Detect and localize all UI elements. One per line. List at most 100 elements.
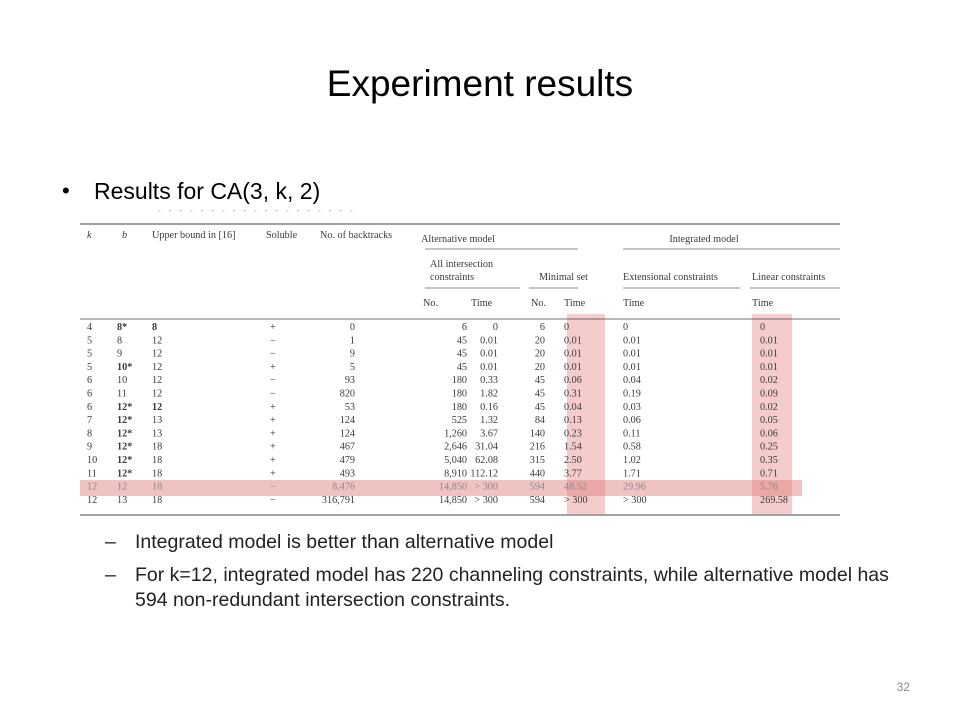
table-row: 8 12* 13 +124 1,260 3.67 140 0.23 0.11 0.06 <box>87 428 778 439</box>
table-cell: 18 <box>152 482 162 493</box>
table-cell: 0.09 <box>760 389 778 400</box>
table-cell: 0.01 <box>760 362 778 373</box>
table-cell: 45 <box>457 335 467 346</box>
table-row: 6 10 12 − 93 180 0.33 45 0.06 0.04 0.02 <box>87 375 778 386</box>
table-cell: 0 <box>350 322 355 333</box>
table-cell: 20 <box>535 335 545 346</box>
table-cell: + <box>270 468 276 479</box>
table-cell: 0.25 <box>760 442 778 453</box>
table-cell: 6 <box>87 402 92 413</box>
table-cell: 5 <box>87 349 92 360</box>
table-body: 4 8* 8 +0 6 0 6 0 0 05 8 12−1 45 0.01 20 0.01 0.01 0.015 9… <box>87 322 788 506</box>
table-cell: > 300 <box>623 495 647 506</box>
table-cell: 1.71 <box>623 468 641 479</box>
table-cell: 0.01 <box>564 349 582 360</box>
table-cell: 12* <box>117 455 132 466</box>
table-cell: 45 <box>535 389 545 400</box>
table-cell: 0.11 <box>623 428 640 439</box>
table-cell: 0.01 <box>480 349 498 360</box>
table-cell: − <box>270 482 276 493</box>
table-cell: 2,646 <box>444 442 467 453</box>
table-cell: 216 <box>530 442 545 453</box>
table-row: 6 12* 12 +53 180 0.16 45 0.04 0.03 0.02 <box>87 402 778 413</box>
table-cell: 48.52 <box>564 482 587 493</box>
table-cell: − <box>270 335 276 346</box>
table-cell: 9 <box>117 349 122 360</box>
main-bullet-text: Results for CA(3, k, 2) <box>94 178 321 204</box>
table-cell: 0.01 <box>564 335 582 346</box>
table-cell: 0.01 <box>480 335 498 346</box>
table-cell: 0.71 <box>760 468 778 479</box>
group-header-alternative: Alternative model <box>421 234 495 245</box>
column-header-k: k <box>87 230 92 241</box>
table-cell: 0.23 <box>564 428 582 439</box>
table-cell: 6 <box>540 322 545 333</box>
table-cell: 0.35 <box>760 455 778 466</box>
table-cell: 0 <box>564 322 569 333</box>
table-cell: 594 <box>530 482 545 493</box>
table-cell: 124 <box>340 415 355 426</box>
table-cell: 12* <box>117 442 132 453</box>
table-cell: 18 <box>152 495 162 506</box>
column-header-no: No. <box>423 298 438 309</box>
table-cell: 12 <box>152 362 162 373</box>
table-cell: 4 <box>87 322 92 333</box>
table-cell: 18 <box>152 468 162 479</box>
table-cell: 140 <box>530 428 545 439</box>
table-cell: 1.54 <box>564 442 582 453</box>
table-header: Alternative model Integrated model All int… <box>87 230 840 309</box>
table-cell: > 300 <box>564 495 588 506</box>
subheader-all-intersection: constraints <box>430 272 474 283</box>
table-cell: 18 <box>152 442 162 453</box>
table-cell: 0.01 <box>623 335 641 346</box>
table-cell: > 300 <box>474 495 498 506</box>
table-cell: 0.03 <box>623 402 641 413</box>
table-cell: 0.31 <box>564 389 582 400</box>
table-cell: 12* <box>117 415 132 426</box>
table-cell: 20 <box>535 362 545 373</box>
table-cell: 12 <box>87 482 97 493</box>
sub-bullet-text: Integrated model is better than alternat… <box>135 531 554 553</box>
highlight-row-k12 <box>80 480 802 496</box>
table-cell: 20 <box>535 349 545 360</box>
table-row: 4 8* 8 +0 6 0 6 0 0 0 <box>87 322 765 333</box>
table-cell: 2.50 <box>564 455 582 466</box>
table-cell: 8,910 <box>444 468 467 479</box>
table-cell: 8* <box>117 322 127 333</box>
table-cell: 18 <box>152 455 162 466</box>
table-row: 5 9 12 − 9 45 0.01 20 0.01 0.01 0.01 <box>87 349 778 360</box>
table-cell: 0.16 <box>480 402 498 413</box>
table-cell: 5.76 <box>760 482 778 493</box>
table-cell: 11 <box>87 468 97 479</box>
table-cell: 0.04 <box>564 402 582 413</box>
table-cell: + <box>270 402 276 413</box>
table-cell: + <box>270 415 276 426</box>
results-table-image: - - - - - - - - - - - - - - - - - - - Al… <box>80 208 840 522</box>
table-cell: 820 <box>340 389 355 400</box>
table-cell: 180 <box>452 389 467 400</box>
table-cell: 8 <box>117 335 122 346</box>
table-cell: 0.58 <box>623 442 641 453</box>
table-cell: 1.32 <box>480 415 498 426</box>
table-cell: 10 <box>117 375 127 386</box>
table-row: 12 12 18 − 8,476 14,850 > 300 594 48.52 29.96 5.76 <box>87 482 778 493</box>
table-cell: 31.04 <box>475 442 498 453</box>
table-cell: 180 <box>452 402 467 413</box>
table-cell: 0.04 <box>623 375 641 386</box>
table-cell: 0.06 <box>564 375 582 386</box>
subheader-all-intersection: All intersection <box>430 259 493 270</box>
table-cell: 440 <box>530 468 545 479</box>
table-cell: 6 <box>87 375 92 386</box>
table-cell: 12 <box>87 495 97 506</box>
table-cell: 8 <box>87 428 92 439</box>
table-cell: 467 <box>340 442 355 453</box>
page-number: 32 <box>896 680 910 694</box>
column-header-time: Time <box>564 298 586 309</box>
table-cell: 12* <box>117 468 132 479</box>
table-cell: 1.82 <box>480 389 498 400</box>
table-cell: 12 <box>152 375 162 386</box>
column-header-time: Time <box>471 298 493 309</box>
sub-bullet-text: For k=12, integrated model has 220 chann… <box>135 564 889 611</box>
table-cell: 269.58 <box>760 495 788 506</box>
table-cell: 594 <box>530 495 545 506</box>
